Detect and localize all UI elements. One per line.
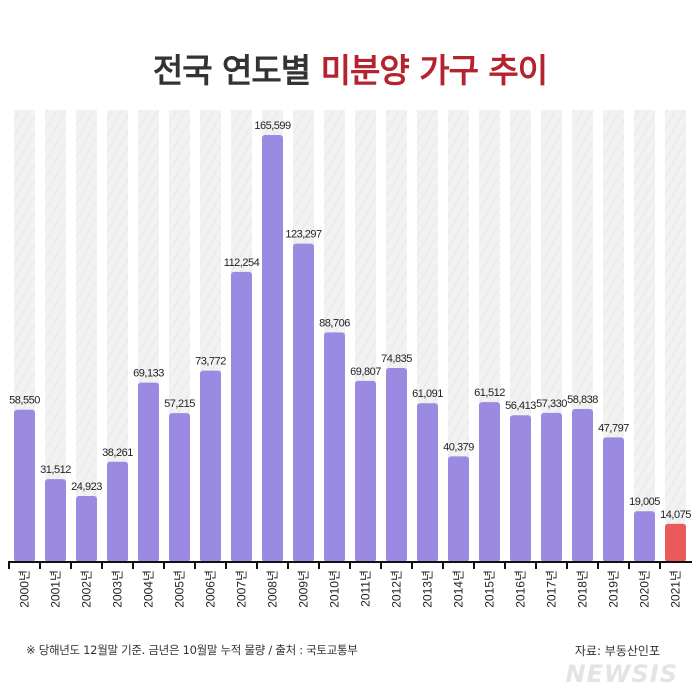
x-tick-label: 2005년 (173, 570, 187, 608)
bar-2002년 (76, 496, 97, 562)
bar-2012년 (386, 367, 407, 562)
value-label: 56,413 (505, 400, 536, 412)
bar-2018년 (572, 408, 593, 562)
bar-2014년 (448, 456, 469, 562)
background-stripe (665, 110, 686, 560)
bar-2006년 (200, 370, 221, 562)
title-prefix: 전국 연도별 (152, 51, 311, 90)
bar-2010년 (324, 332, 345, 562)
x-tick-label: 2003년 (111, 570, 125, 608)
x-tick-label: 2006년 (204, 570, 218, 608)
value-label: 58,550 (9, 395, 40, 407)
bar-2021년 (665, 523, 686, 562)
value-label: 47,797 (598, 422, 629, 434)
value-label: 73,772 (195, 356, 226, 368)
bar-2016년 (510, 415, 531, 562)
value-label: 31,512 (40, 464, 71, 476)
bar-2017년 (541, 412, 562, 562)
x-tick-label: 2000년 (18, 570, 32, 608)
bar-2000년 (14, 409, 35, 562)
x-tick-label: 2009년 (297, 570, 311, 608)
bar-2001년 (45, 479, 66, 562)
value-label: 57,330 (536, 398, 567, 410)
title-highlight: 미분양 가구 추이 (320, 51, 548, 90)
x-tick-label: 2015년 (483, 570, 497, 608)
background-stripe (448, 110, 469, 560)
bar-2003년 (107, 461, 128, 562)
value-label: 112,254 (224, 257, 260, 269)
bar-2011년 (355, 380, 376, 562)
x-tick-label: 2020년 (638, 570, 652, 608)
value-label: 88,706 (319, 317, 350, 329)
bar-2015년 (479, 402, 500, 562)
background-stripe (76, 110, 97, 560)
bar-2008년 (262, 135, 283, 562)
x-tick-label: 2002년 (80, 570, 94, 608)
background-stripe (634, 110, 655, 560)
newsis-watermark: NEWSIS (565, 660, 678, 688)
value-label: 40,379 (443, 441, 474, 453)
x-tick-label: 2021년 (669, 570, 683, 608)
value-label: 24,923 (71, 481, 102, 493)
x-tick-label: 2016년 (514, 570, 528, 608)
bar-2019년 (603, 437, 624, 562)
value-label: 38,261 (102, 447, 133, 459)
value-label: 61,091 (412, 388, 443, 400)
x-tick-label: 2019년 (607, 570, 621, 608)
x-tick-label: 2012년 (390, 570, 404, 608)
value-label: 123,297 (285, 229, 322, 241)
x-tick-label: 2001년 (49, 570, 63, 608)
bar-2005년 (169, 413, 190, 562)
value-label: 61,512 (474, 387, 505, 399)
bar-2004년 (138, 382, 159, 562)
value-label: 69,807 (350, 366, 381, 378)
value-label: 57,215 (164, 398, 195, 410)
value-label: 58,838 (567, 394, 598, 406)
bar-2020년 (634, 511, 655, 562)
x-tick-label: 2004년 (142, 570, 156, 608)
chart-title: 전국 연도별 미분양 가구 추이 (0, 44, 700, 92)
x-tick-label: 2010년 (328, 570, 342, 608)
value-label: 14,075 (660, 509, 691, 521)
x-tick-label: 2011년 (359, 570, 373, 607)
value-label: 19,005 (629, 496, 660, 508)
background-stripe (45, 110, 66, 560)
x-tick-label: 2013년 (421, 570, 435, 608)
bar-2009년 (293, 243, 314, 563)
bar-2013년 (417, 403, 438, 562)
value-label: 74,835 (381, 353, 412, 365)
x-tick-label: 2018년 (576, 570, 590, 608)
bar-2007년 (231, 271, 252, 562)
x-tick-label: 2014년 (452, 570, 466, 608)
value-label: 165,599 (254, 120, 291, 132)
background-stripe (107, 110, 128, 560)
source-credit: 자료: 부동산인포 (574, 644, 660, 658)
x-tick-label: 2017년 (545, 570, 559, 608)
x-tick-label: 2007년 (235, 570, 249, 608)
x-tick-label: 2008년 (266, 570, 280, 608)
value-label: 69,133 (133, 368, 164, 380)
footnote: ※ 당해년도 12월말 기준. 금년은 10월말 누적 물량 / 출처 : 국토… (26, 643, 358, 657)
